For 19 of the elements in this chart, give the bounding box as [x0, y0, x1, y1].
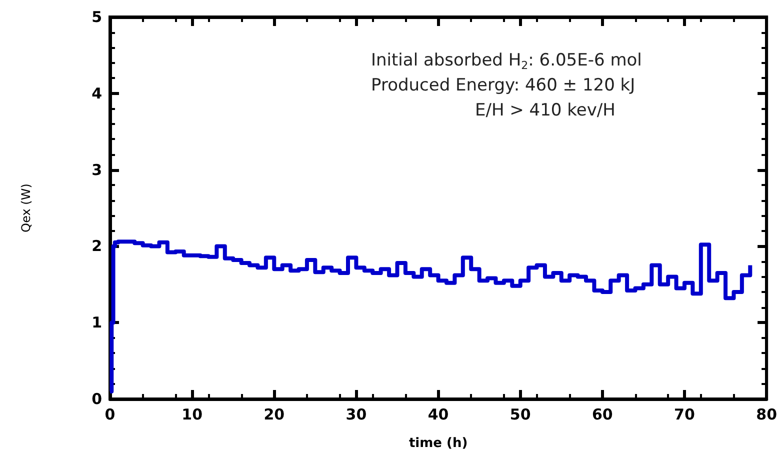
x-tick-label: 50 — [510, 406, 531, 424]
x-tick-label: 70 — [674, 406, 695, 424]
y-tick-label: 3 — [92, 160, 102, 179]
x-tick-label: 40 — [428, 406, 449, 424]
x-tick-label: 0 — [104, 406, 116, 424]
y-tick-label: 5 — [92, 8, 102, 26]
y-tick-label: 1 — [92, 314, 102, 332]
y-tick-label: 2 — [92, 237, 102, 256]
x-tick-label: 30 — [346, 406, 367, 424]
x-tick-label: 20 — [264, 406, 285, 424]
x-tick-label: 60 — [592, 406, 613, 424]
annotation: E/H > 410 kev/H — [475, 100, 616, 120]
x-tick-label: 10 — [182, 406, 203, 424]
y-tick-label: 4 — [92, 84, 102, 102]
y-axis-title: Qex (W) — [19, 184, 33, 232]
annotation: Produced Energy: 460 ± 120 kJ — [371, 76, 636, 96]
x-tick-label: 80 — [756, 406, 777, 424]
y-tick-label: 0 — [92, 390, 102, 408]
x-axis-title: time (h) — [408, 436, 468, 451]
